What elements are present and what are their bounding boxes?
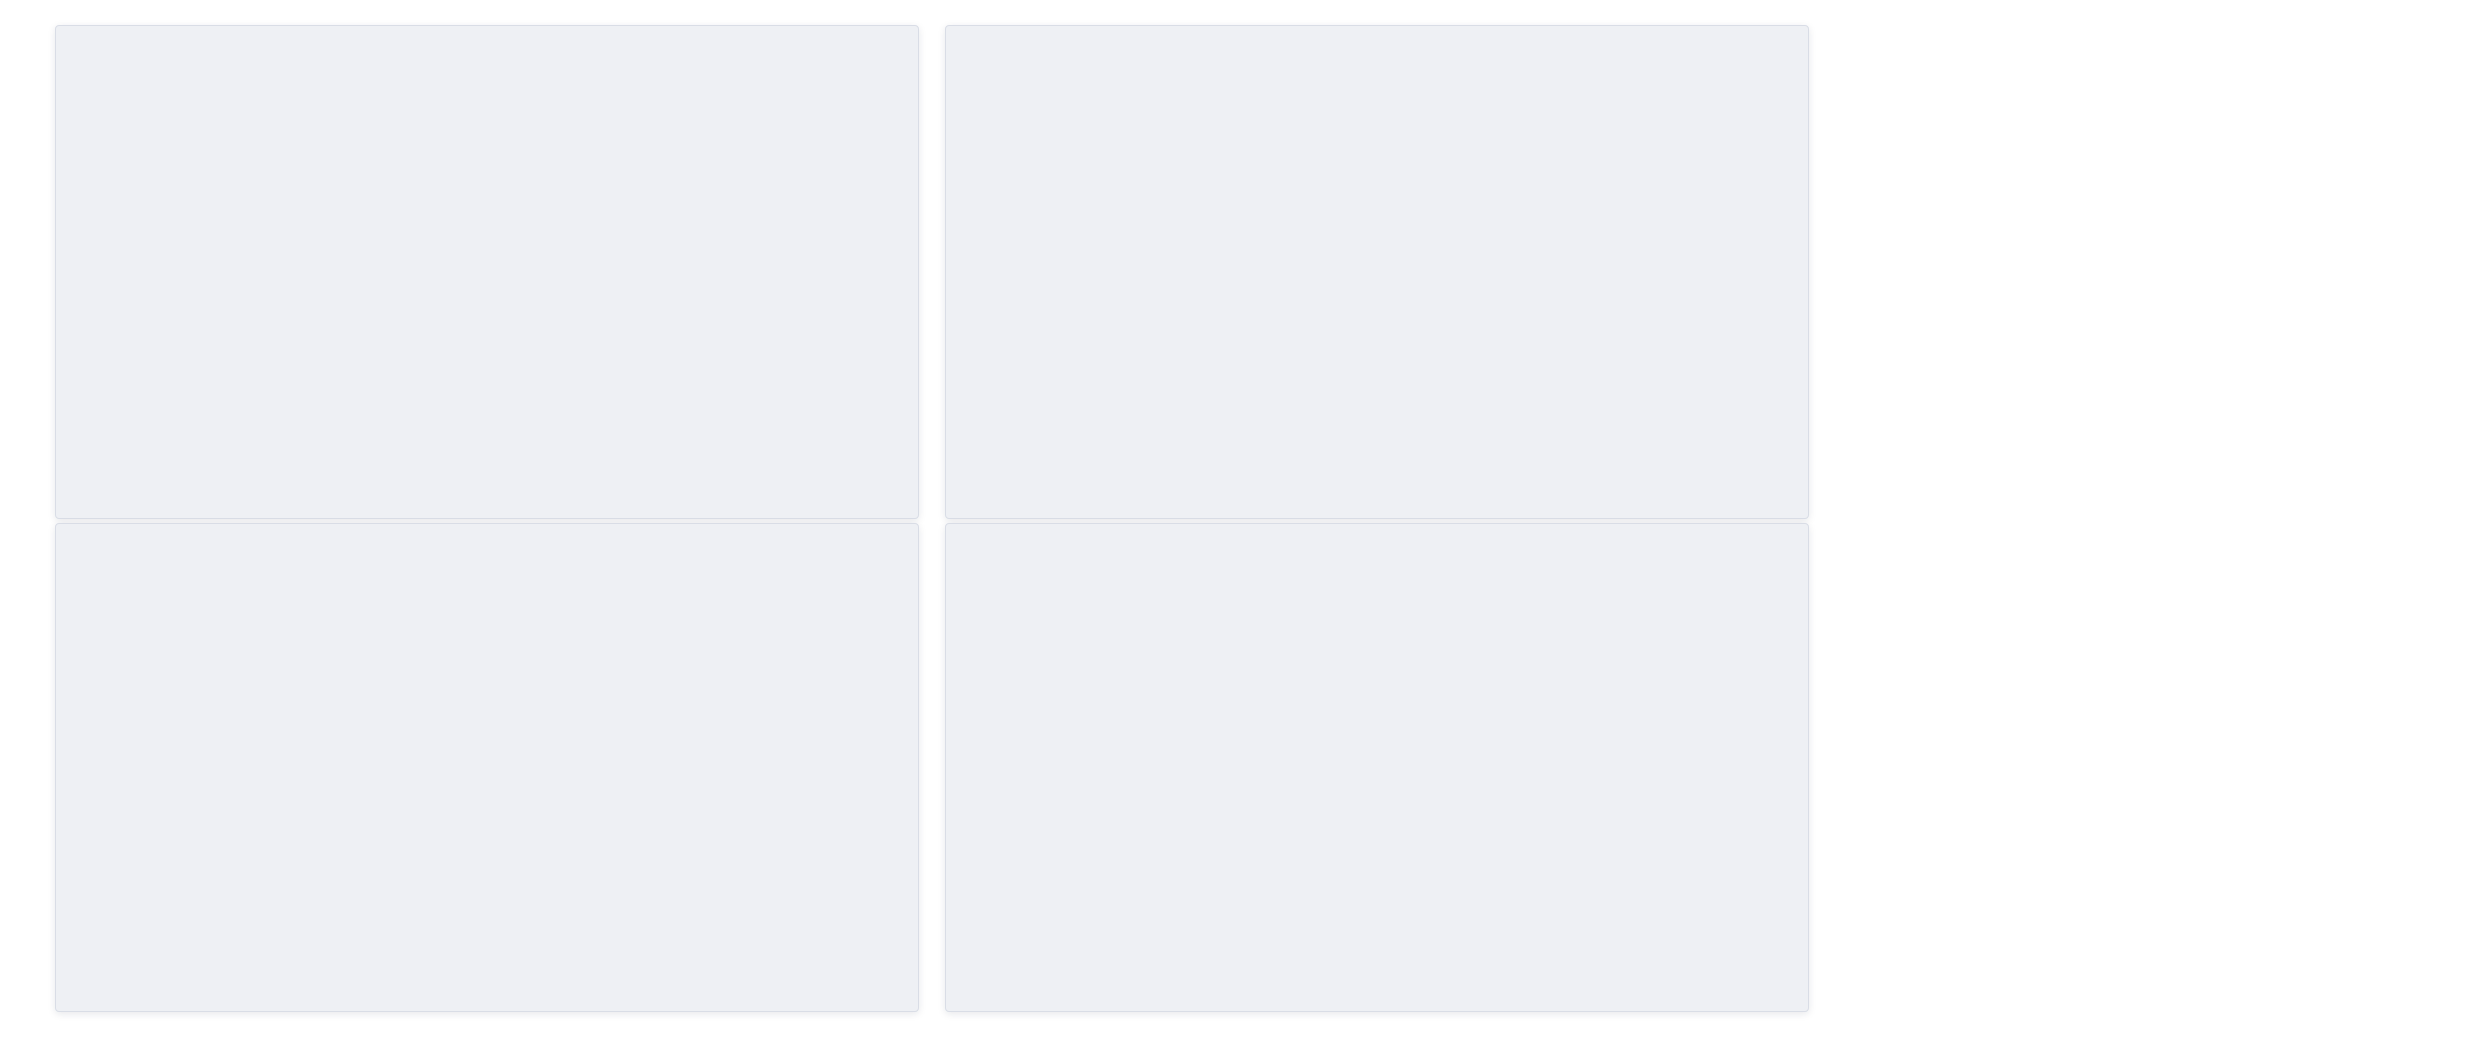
panel-individual-formation bbox=[945, 25, 1809, 519]
panel-fault-statistics bbox=[55, 523, 919, 1012]
panel-formation-diagnosis bbox=[945, 523, 1809, 1012]
panel-realtime-overview bbox=[55, 25, 919, 519]
